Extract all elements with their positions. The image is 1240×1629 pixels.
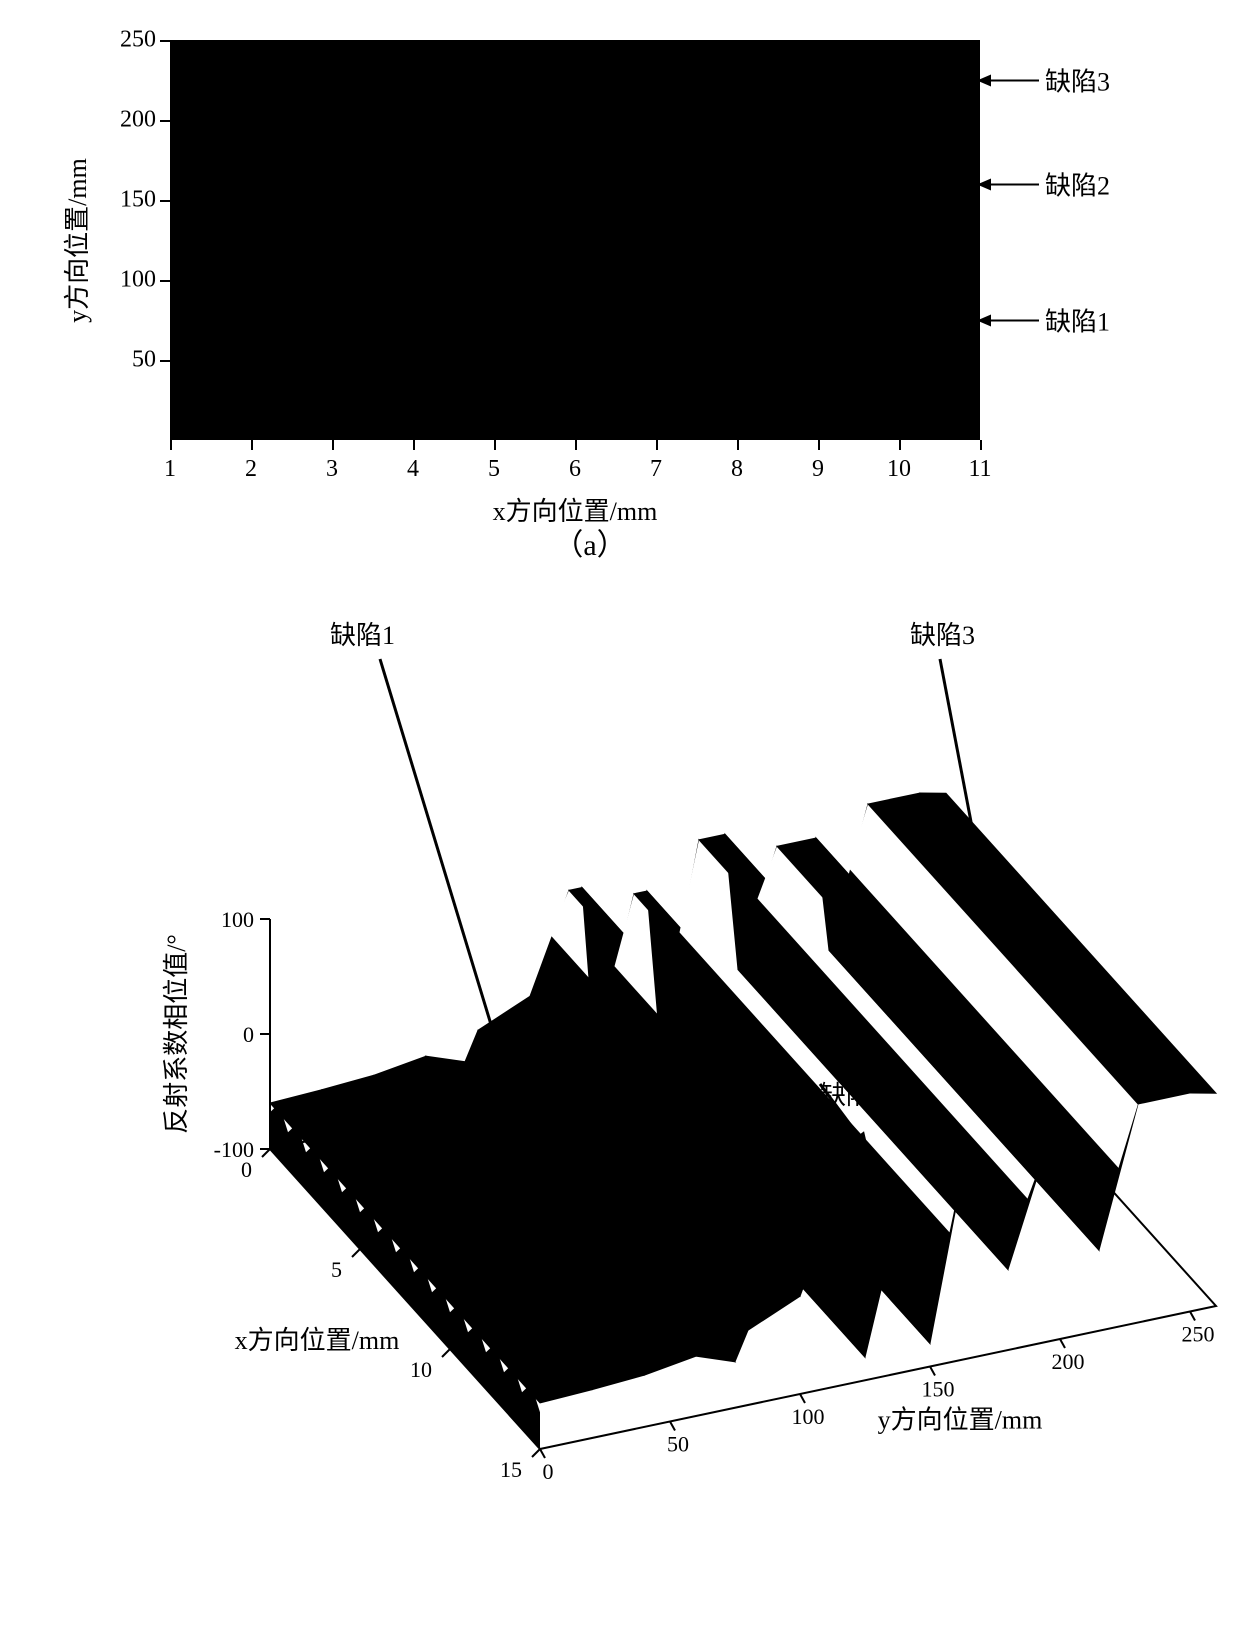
defect-label: 缺陷2 xyxy=(1045,166,1110,203)
svg-text:250: 250 xyxy=(1182,1322,1215,1347)
svg-text:100: 100 xyxy=(221,907,254,932)
svg-text:缺陷3: 缺陷3 xyxy=(910,621,975,650)
x-tick xyxy=(575,440,577,450)
y-tick-label: 200 xyxy=(120,107,156,134)
svg-text:10: 10 xyxy=(410,1357,432,1382)
x-tick xyxy=(899,440,901,450)
panel-a: y方向位置/mm 50100150200250 1234567891011 x方… xyxy=(80,40,1100,564)
svg-text:0: 0 xyxy=(543,1459,554,1484)
svg-text:0: 0 xyxy=(243,1022,254,1047)
x-tick-label: 11 xyxy=(968,456,991,483)
y-tick xyxy=(160,40,170,42)
svg-text:y方向位置/mm: y方向位置/mm xyxy=(878,1406,1043,1435)
x-tick xyxy=(980,440,982,450)
svg-text:150: 150 xyxy=(922,1377,955,1402)
x-tick xyxy=(494,440,496,450)
x-ticks xyxy=(170,440,980,452)
plot-a: y方向位置/mm 50100150200250 1234567891011 x方… xyxy=(170,40,1100,500)
y-tick-label: 250 xyxy=(120,27,156,54)
svg-text:200: 200 xyxy=(1052,1349,1085,1374)
arrow-icon xyxy=(979,79,1039,81)
plot-area xyxy=(170,40,980,440)
y-tick xyxy=(160,120,170,122)
defect-label: 缺陷3 xyxy=(1045,62,1110,99)
x-tick-labels: 1234567891011 xyxy=(170,456,980,490)
y-tick-label: 50 xyxy=(132,347,156,374)
x-tick xyxy=(413,440,415,450)
x-tick-label: 2 xyxy=(245,456,257,483)
y-tick-label: 100 xyxy=(120,267,156,294)
x-tick-label: 3 xyxy=(326,456,338,483)
y-tick xyxy=(160,360,170,362)
defect-annotation: 缺陷2 xyxy=(979,166,1110,203)
svg-text:100: 100 xyxy=(792,1404,825,1429)
y-tick-labels: 50100150200250 xyxy=(100,40,156,440)
x-tick-label: 1 xyxy=(164,456,176,483)
x-tick-label: 9 xyxy=(812,456,824,483)
panel-b: -1000100反射系数相位值/°051015x方向位置/mm050100150… xyxy=(70,604,1170,1228)
x-tick xyxy=(332,440,334,450)
x-tick xyxy=(170,440,172,450)
x-axis-label: x方向位置/mm xyxy=(170,491,980,528)
svg-text:反射系数相位值/°: 反射系数相位值/° xyxy=(162,934,191,1134)
x-tick xyxy=(737,440,739,450)
svg-text:缺陷1: 缺陷1 xyxy=(330,621,395,650)
y-tick-label: 150 xyxy=(120,187,156,214)
x-tick-label: 5 xyxy=(488,456,500,483)
defect-annotation: 缺陷1 xyxy=(979,302,1110,339)
y-axis-label-text: y方向位置/mm xyxy=(57,158,94,323)
svg-text:5: 5 xyxy=(331,1257,342,1282)
x-tick xyxy=(251,440,253,450)
x-tick xyxy=(818,440,820,450)
y-tick xyxy=(160,200,170,202)
y-ticks xyxy=(158,40,170,440)
x-tick-label: 7 xyxy=(650,456,662,483)
x-tick-label: 6 xyxy=(569,456,581,483)
defect-label: 缺陷1 xyxy=(1045,302,1110,339)
svg-text:0: 0 xyxy=(241,1157,252,1182)
x-tick-label: 4 xyxy=(407,456,419,483)
y-tick xyxy=(160,280,170,282)
plot-b-3d: -1000100反射系数相位值/°051015x方向位置/mm050100150… xyxy=(120,604,1120,1164)
svg-text:50: 50 xyxy=(667,1432,689,1457)
svg-text:15: 15 xyxy=(500,1457,522,1482)
defect-annotation: 缺陷3 xyxy=(979,62,1110,99)
x-tick xyxy=(656,440,658,450)
arrow-icon xyxy=(979,183,1039,185)
y-axis-label: y方向位置/mm xyxy=(60,40,90,440)
svg-text:x方向位置/mm: x方向位置/mm xyxy=(235,1326,400,1355)
arrow-icon xyxy=(979,319,1039,321)
x-tick-label: 10 xyxy=(887,456,911,483)
x-tick-label: 8 xyxy=(731,456,743,483)
